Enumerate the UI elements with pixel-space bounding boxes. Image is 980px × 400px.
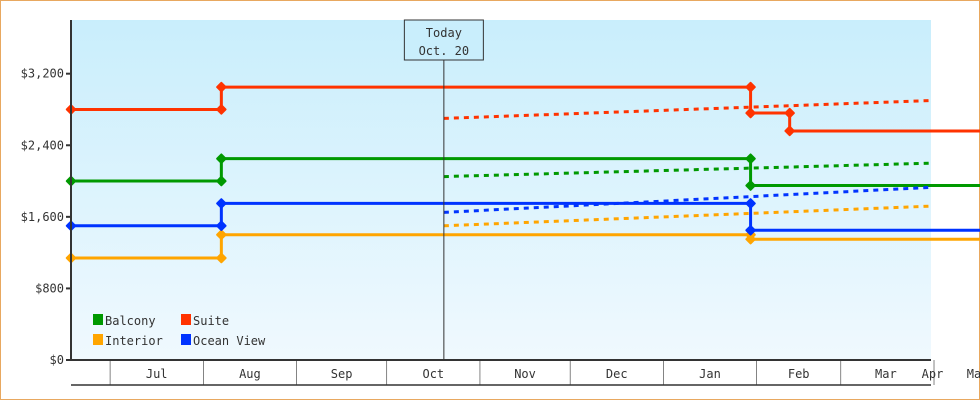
x-tick-label: Jan	[699, 367, 721, 381]
x-tick-label: Sep	[331, 367, 353, 381]
x-tick-label: Dec	[606, 367, 628, 381]
legend-label: Interior	[105, 334, 163, 348]
projection-line	[443, 161, 932, 179]
data-point	[216, 252, 227, 264]
y-tick-label: $2,400	[21, 138, 64, 152]
data-point	[745, 225, 756, 236]
series-line	[71, 85, 980, 133]
x-tick-label: Apr	[922, 367, 944, 381]
y-tick-label: $0	[50, 353, 64, 367]
data-point	[745, 107, 756, 119]
data-point	[216, 104, 227, 115]
legend-label: Ocean View	[193, 334, 266, 348]
today-date: Oct. 20	[419, 44, 470, 58]
data-point	[216, 153, 227, 164]
data-point	[784, 125, 795, 137]
x-tick-label: May	[967, 367, 980, 381]
x-tick-label: Aug	[239, 367, 261, 381]
series-ocean-view	[65, 185, 980, 236]
data-point	[745, 233, 756, 245]
data-point	[784, 107, 795, 119]
today-label: Today	[426, 26, 462, 40]
projection-line	[443, 185, 932, 214]
projection-line	[443, 99, 932, 120]
projection-line	[443, 204, 932, 228]
y-tick-label: $1,600	[21, 210, 64, 224]
legend-swatch	[181, 334, 191, 345]
legend-label: Suite	[193, 314, 229, 328]
data-point	[216, 198, 227, 209]
data-point	[216, 220, 227, 232]
legend-label: Balcony	[105, 314, 156, 328]
y-tick-label: $800	[35, 281, 64, 295]
legend: Balcony Suite Interior Ocean View	[93, 314, 266, 348]
x-tick-label: Oct	[422, 367, 444, 381]
today-box	[403, 19, 484, 61]
data-point	[216, 229, 227, 240]
x-tick-label: Nov	[514, 367, 536, 381]
legend-swatch	[93, 314, 103, 325]
data-point	[216, 175, 227, 187]
data-point	[745, 153, 756, 164]
series-suite	[65, 81, 980, 137]
x-tick-label: Mar	[875, 367, 897, 381]
x-tick-label: Jul	[146, 367, 168, 381]
plot-area	[71, 20, 931, 360]
data-point	[745, 81, 756, 93]
today-annotation: Today Oct. 20	[403, 19, 484, 360]
y-tick-label: $3,200	[21, 67, 64, 81]
x-tick-label: Feb	[788, 367, 810, 381]
data-point	[745, 198, 756, 209]
legend-swatch	[181, 314, 191, 325]
legend-swatch	[93, 334, 103, 345]
data-point	[745, 180, 756, 191]
data-point	[216, 81, 227, 93]
